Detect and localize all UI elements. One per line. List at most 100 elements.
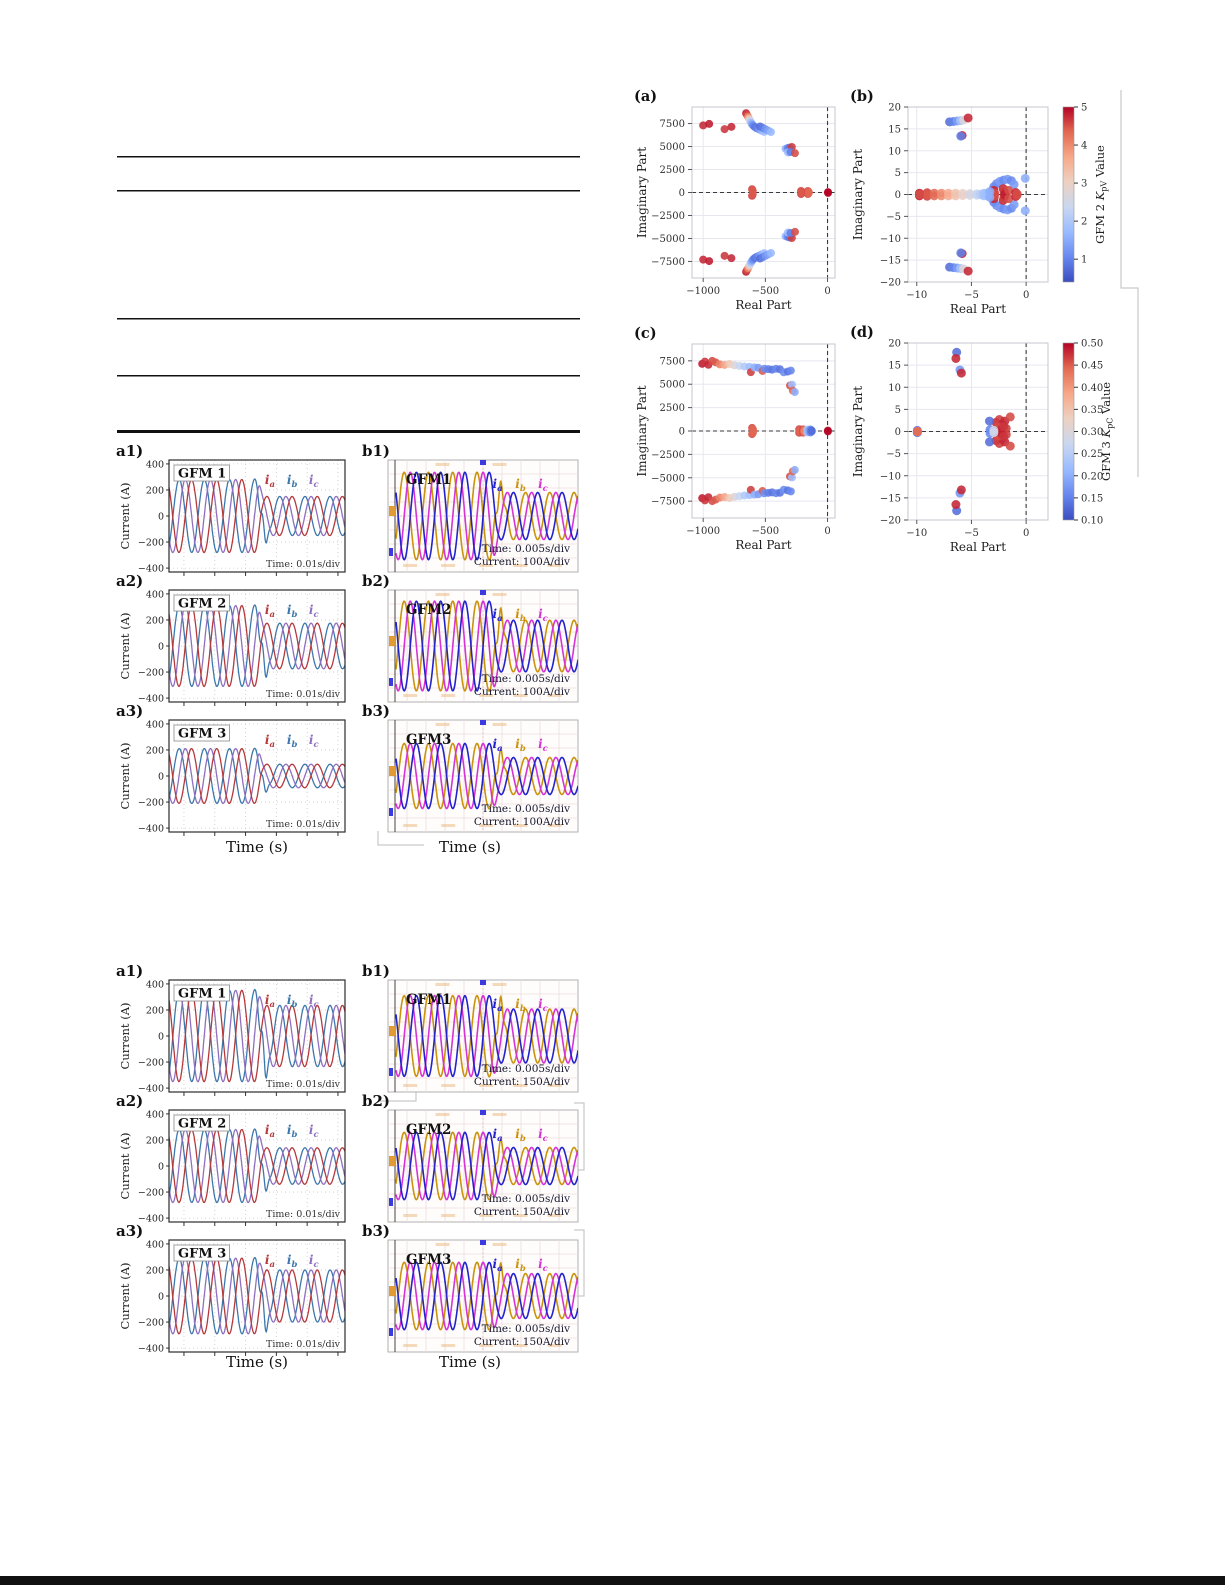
x-tick-label: −5 xyxy=(964,528,979,539)
gfm-label: GFM1 xyxy=(406,992,451,1008)
legend-i-a: ia xyxy=(493,607,503,624)
scope-readout-text xyxy=(479,564,494,567)
time-div-label: Time: 0.01s/div xyxy=(266,1079,341,1090)
y-tick-label: 200 xyxy=(146,1135,164,1146)
panel-tag: a3) xyxy=(116,1222,143,1240)
panel-tag: b1) xyxy=(362,442,390,460)
eigenvalue-point xyxy=(951,191,961,201)
scope-readout-text xyxy=(403,564,418,567)
y-tick-label: 0 xyxy=(158,772,164,783)
sim-panel-a3: a3) −400 −200 0 200 400 GFM 3 Time: 0.01s/div ia… xyxy=(116,1222,346,1356)
x-axis-label: Time (s) xyxy=(226,1353,288,1371)
scope-readout-text xyxy=(479,1344,494,1347)
scope-readout-text xyxy=(513,694,528,697)
time-div-label: Time: 0.005s/div xyxy=(482,1193,570,1205)
plot-border xyxy=(168,719,346,833)
y-tick-label: 0 xyxy=(158,1292,164,1303)
colorbar-tick-label: 0.25 xyxy=(1081,449,1103,460)
time-div-label: Time: 0.01s/div xyxy=(266,689,341,700)
legend-i-b: ib xyxy=(515,997,526,1014)
colorbar-label: GFM 3 KpC Value xyxy=(1099,382,1115,481)
scope-readout-text xyxy=(492,593,507,596)
y-tick-label: −400 xyxy=(138,1084,164,1095)
waveforms xyxy=(169,478,345,554)
legend-i-a: ia xyxy=(493,477,503,494)
scope-readout-text xyxy=(403,1344,418,1347)
colorbar-1: 0.50 0.45 0.40 0.35 0.30 0.25 0.20 0.15 0.10 GFM … xyxy=(1062,339,1115,527)
gfm-label: GFM 1 xyxy=(178,987,226,1002)
y-tick-label: 400 xyxy=(146,979,164,990)
scope-readout-text xyxy=(435,983,450,986)
colorbar-0: 5 4 3 2 1 GFM 2 KpV Value xyxy=(1062,103,1109,283)
eigenvalue-point xyxy=(823,427,832,436)
current-waveform xyxy=(395,1131,578,1201)
panel-letter: (b) xyxy=(850,88,874,105)
y-tick-label: −10 xyxy=(880,471,901,482)
y-tick-label: 0 xyxy=(158,642,164,653)
current-waveform xyxy=(169,1128,345,1204)
waveforms xyxy=(169,1256,345,1335)
legend-i-a: ia xyxy=(493,997,503,1014)
waveforms xyxy=(169,747,345,804)
scope-readout-text xyxy=(492,983,507,986)
scope-readout-text xyxy=(479,1084,494,1087)
y-tick-label: 400 xyxy=(146,719,164,730)
y-tick-label: −10 xyxy=(880,234,901,245)
scope-readout-text xyxy=(547,824,562,827)
panel-letter: (c) xyxy=(634,325,657,342)
current-waveform xyxy=(169,748,345,804)
table-rule-3 xyxy=(117,375,580,377)
y-tick-label: 200 xyxy=(146,1005,164,1016)
eigenvalue-point xyxy=(705,257,714,266)
y-tick-label: 0 xyxy=(895,427,901,438)
figure-edge-artifact-2 xyxy=(380,1092,417,1102)
eigenvalue-point xyxy=(705,119,714,128)
scope-readout-text xyxy=(492,723,507,726)
y-axis-label: Imaginary Part xyxy=(635,385,649,476)
current-waveform xyxy=(169,988,345,1083)
eigenvalue-point xyxy=(824,188,833,197)
page-bottom-rule xyxy=(0,1576,1225,1585)
waveforms xyxy=(395,600,578,692)
table-rule-1 xyxy=(117,190,580,192)
current-div-label: Current: 100A/div xyxy=(474,556,570,568)
y-tick-label: 400 xyxy=(146,459,164,470)
time-div-label: Time: 0.005s/div xyxy=(482,803,570,815)
scope-readout-text xyxy=(513,564,528,567)
legend-i-c: ic xyxy=(538,997,549,1014)
gfm-label-box xyxy=(173,724,230,742)
y-tick-label: −400 xyxy=(138,694,164,705)
scope-readout-text xyxy=(441,1344,456,1347)
waveforms xyxy=(169,988,345,1083)
current-waveform xyxy=(169,989,345,1083)
gfm-label-box xyxy=(173,1114,230,1132)
scope-readout-text xyxy=(492,463,507,466)
y-tick-label: 200 xyxy=(146,485,164,496)
colorbar-tick-label: 0.40 xyxy=(1081,383,1103,394)
scope-readout-text xyxy=(435,1113,450,1116)
current-waveform xyxy=(395,471,578,561)
eigenvalue-point xyxy=(720,125,729,134)
scope-readout-text xyxy=(479,1214,494,1217)
y-tick-label: 0 xyxy=(679,188,685,199)
trigger-level-marker xyxy=(389,636,395,646)
y-tick-label: −200 xyxy=(138,1318,164,1329)
scope-readout-text xyxy=(513,1344,528,1347)
gfm-label: GFM 2 xyxy=(178,597,226,612)
eigenvalue-point xyxy=(1009,179,1019,189)
legend-i-b: ib xyxy=(287,473,298,490)
eigenvalue-point xyxy=(951,500,961,510)
y-axis-label: Imaginary Part xyxy=(635,147,649,238)
y-tick-label: −5 xyxy=(886,212,901,223)
colorbar-bar xyxy=(1062,342,1075,521)
time-div-label: Time: 0.01s/div xyxy=(266,1209,341,1220)
current-waveform xyxy=(169,989,345,1083)
figure-edge-artifact-4 xyxy=(574,1229,585,1297)
table-rule-0 xyxy=(117,156,580,158)
legend-i-b: ib xyxy=(515,737,526,754)
y-tick-label: −200 xyxy=(138,668,164,679)
y-tick-label: −7500 xyxy=(651,497,685,508)
scope-readout-text xyxy=(441,694,456,697)
